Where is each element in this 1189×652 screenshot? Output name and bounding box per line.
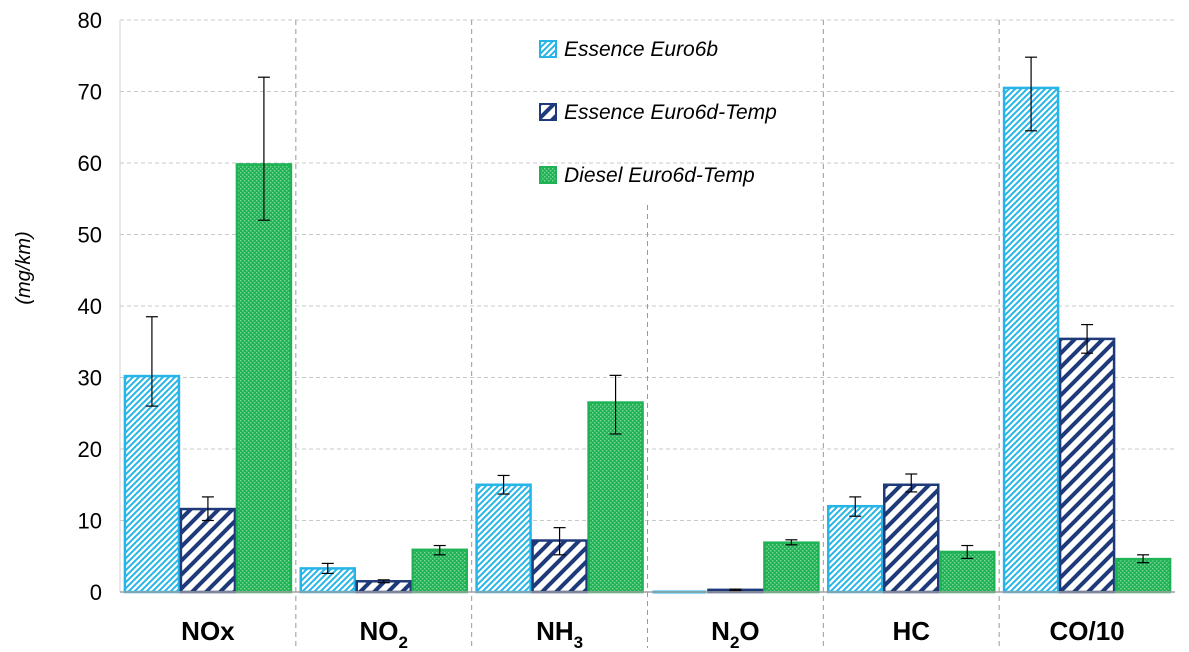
legend-swatch (540, 104, 556, 120)
bar (237, 164, 291, 592)
category-label: CO/10 (1050, 616, 1125, 646)
bar (181, 509, 235, 592)
category-label-subscript: 3 (574, 633, 583, 652)
y-tick-label: 60 (78, 151, 102, 176)
bar (413, 550, 467, 592)
category-label: NOx (181, 616, 235, 646)
y-tick-label: 0 (90, 580, 102, 605)
category-label-main: HC (892, 616, 930, 646)
bar (884, 485, 938, 592)
y-tick-label: 30 (78, 366, 102, 391)
bar (1004, 88, 1058, 592)
bar (1116, 559, 1170, 592)
category-label-main: NH (536, 616, 574, 646)
category-label: N2O (711, 616, 759, 652)
category-label-main: NOx (181, 616, 235, 646)
y-tick-label: 80 (78, 8, 102, 33)
category-label-subscript: 2 (730, 633, 739, 652)
y-tick-label: 70 (78, 80, 102, 105)
bar (764, 543, 818, 592)
legend-label: Diesel Euro6d-Temp (564, 164, 755, 187)
category-label: HC (892, 616, 930, 646)
bar (477, 485, 531, 592)
legend-label: Essence Euro6b (564, 38, 718, 61)
y-tick-label: 20 (78, 437, 102, 462)
y-tick-label: 40 (78, 294, 102, 319)
y-tick-label: 50 (78, 223, 102, 248)
bar (125, 376, 179, 592)
category-label-main: N (711, 616, 730, 646)
legend: Essence Euro6b Essence Euro6d-Temp Diesel … (540, 38, 777, 187)
y-tick-label: 10 (78, 509, 102, 534)
bar (828, 506, 882, 592)
category-label-main: NO (360, 616, 399, 646)
x-tick-labels: NOx NO2 NH3 N2O HC CO/10 (181, 616, 1124, 652)
category-label: NH3 (536, 616, 583, 652)
category-label-main: CO/10 (1050, 616, 1125, 646)
y-axis-label: (mg/km) (13, 231, 35, 304)
y-tick-labels: 0 10 20 30 40 50 60 70 80 (78, 8, 102, 605)
category-label-subscript: 2 (399, 633, 408, 652)
category-label-suffix: O (739, 616, 759, 646)
legend-swatch (540, 41, 556, 57)
legend-label: Essence Euro6d-Temp (564, 101, 777, 124)
bar (1060, 339, 1114, 592)
legend-swatch (540, 167, 556, 183)
category-label: NO2 (360, 616, 408, 652)
